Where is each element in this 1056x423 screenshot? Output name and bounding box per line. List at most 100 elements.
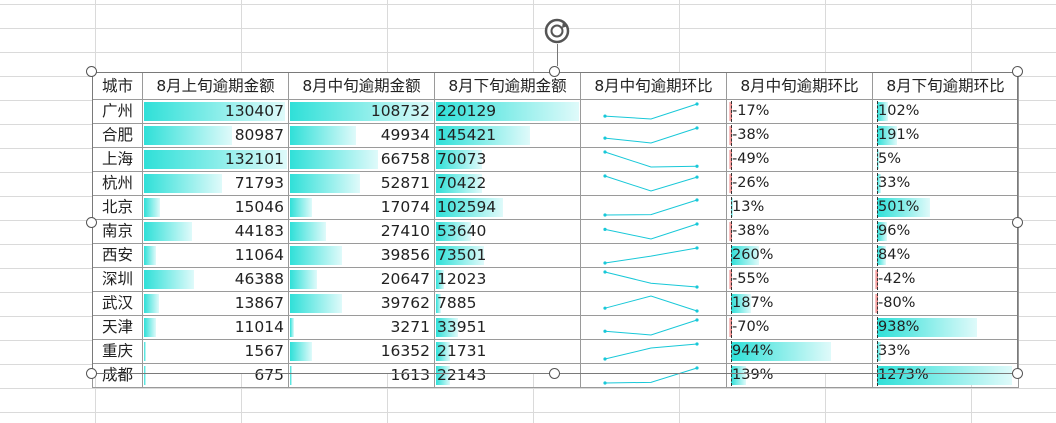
cell-value: 52871 <box>380 174 430 192</box>
cell-mid-pct: -55% <box>726 267 873 292</box>
table-row: 深圳 46388 20647 12023 -55% -42% <box>92 267 1019 292</box>
sparkline-path <box>604 295 698 312</box>
cell-mid-pct: -17% <box>726 99 873 124</box>
resize-handle-left[interactable] <box>86 217 97 228</box>
sparkline <box>603 246 699 265</box>
cell-mid: 3271 <box>288 315 435 340</box>
data-bar <box>144 102 286 121</box>
cell-early: 80987 <box>142 123 289 148</box>
sparkline-point <box>603 306 607 310</box>
sparkline <box>603 270 699 289</box>
data-bar <box>290 198 313 217</box>
bar-axis <box>731 341 732 362</box>
table-picture[interactable]: 城市 8月上旬逾期金额 8月中旬逾期金额 8月下旬逾期金额 8月中旬逾期环比 8… <box>92 72 1019 388</box>
positive-bar <box>731 294 751 313</box>
cell-mid-pct: 139% <box>726 363 873 388</box>
cell-value: 13867 <box>234 294 284 312</box>
cell-mid: 39762 <box>288 291 435 316</box>
percent-value: 33% <box>878 343 911 359</box>
bar-axis <box>731 365 732 386</box>
table-row: 南京 44183 27410 53640 -38% 96% <box>92 219 1019 244</box>
resize-handle-right[interactable] <box>1012 217 1023 228</box>
rotate-handle-icon[interactable] <box>543 17 571 45</box>
sparkline-path <box>604 271 698 288</box>
cell-city: 合肥 <box>92 123 143 148</box>
percent-value: 944% <box>732 343 774 359</box>
table-row: 天津 11014 3271 33951 -70% 938% <box>92 315 1019 340</box>
cell-value: 80987 <box>234 126 284 144</box>
resize-handle-bottom-right[interactable] <box>1012 368 1023 379</box>
sparkline <box>603 150 699 168</box>
cell-early: 11064 <box>142 243 289 268</box>
cell-late: 102594 <box>434 195 581 220</box>
bar-axis <box>877 245 878 266</box>
cell-early: 71793 <box>142 171 289 196</box>
cell-value: 3271 <box>390 318 430 336</box>
data-bar <box>436 294 442 313</box>
cell-city: 天津 <box>92 315 143 340</box>
bar-axis <box>731 221 732 242</box>
sparkline-point <box>603 329 607 333</box>
cell-late-pct: 96% <box>872 219 1019 244</box>
percent-value: -80% <box>878 295 916 311</box>
sparkline-point <box>695 198 699 202</box>
positive-bar <box>731 246 759 265</box>
resize-handle-top-left[interactable] <box>86 66 97 77</box>
percent-value: 191% <box>878 127 920 143</box>
data-bar <box>290 150 378 169</box>
sparkline-point <box>695 366 699 370</box>
percent-value: -17% <box>732 103 770 119</box>
resize-handle-top-right[interactable] <box>1012 66 1023 77</box>
sparkline-path <box>604 367 698 384</box>
sparkline-point <box>603 174 607 178</box>
data-bar <box>290 294 343 313</box>
cell-value: 132101 <box>224 150 284 168</box>
bar-axis <box>877 101 878 122</box>
cell-late-pct: 33% <box>872 339 1019 364</box>
cell-value: 44183 <box>234 222 284 240</box>
cell-mid-pct: -70% <box>726 315 873 340</box>
cell-mid: 17074 <box>288 195 435 220</box>
sparkline-point <box>695 164 699 168</box>
cell-mid-pct: -38% <box>726 123 873 148</box>
resize-handle-bottom-left[interactable] <box>86 368 97 379</box>
data-bar <box>436 366 451 385</box>
cell-late: 53640 <box>434 219 581 244</box>
bar-axis <box>731 101 732 122</box>
table-row: 重庆 1567 16352 21731 944% 33% <box>92 339 1019 364</box>
cell-late-pct: 33% <box>872 171 1019 196</box>
cell-late-pct: -80% <box>872 291 1019 316</box>
header-early: 8月上旬逾期金额 <box>142 72 289 100</box>
cell-sparkline <box>580 99 727 124</box>
sparkline-point <box>603 357 607 361</box>
cell-sparkline <box>580 123 727 148</box>
resize-handle-top[interactable] <box>549 66 560 77</box>
table-row: 上海 132101 66758 70073 -49% 5% <box>92 147 1019 172</box>
resize-handle-bottom[interactable] <box>549 368 560 379</box>
percent-value: 1273% <box>878 367 929 383</box>
positive-bar <box>877 198 931 217</box>
sparkline-point <box>603 136 607 140</box>
percent-value: 84% <box>878 247 911 263</box>
cell-early: 132101 <box>142 147 289 172</box>
sparkline <box>603 366 699 385</box>
bar-axis <box>877 365 878 386</box>
table-row: 成都 675 1613 22143 139% 1273% <box>92 363 1019 388</box>
sparkline-point <box>695 175 699 179</box>
cell-mid-pct: -26% <box>726 171 873 196</box>
cell-sparkline <box>580 195 727 220</box>
cell-value: 16352 <box>380 342 430 360</box>
cell-value: 27410 <box>380 222 430 240</box>
negative-bar <box>729 318 732 337</box>
table-row: 杭州 71793 52871 70422 -26% 33% <box>92 171 1019 196</box>
data-bar <box>436 150 482 169</box>
data-bar <box>144 294 159 313</box>
cell-late: 33951 <box>434 315 581 340</box>
data-bar <box>290 270 318 289</box>
percent-value: -49% <box>732 151 770 167</box>
data-bar <box>144 318 156 337</box>
sparkline-point <box>603 150 607 154</box>
data-bar <box>290 222 327 241</box>
cell-late-pct: 84% <box>872 243 1019 268</box>
header-mid-trend: 8月中旬逾期环比 <box>580 72 727 100</box>
